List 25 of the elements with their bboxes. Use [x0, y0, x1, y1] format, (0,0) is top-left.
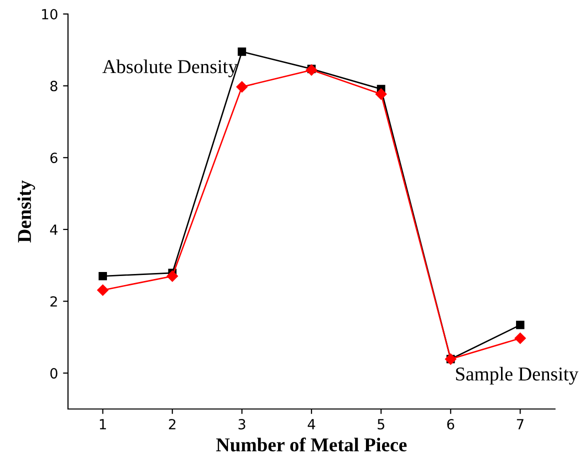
- y-tick-label: 4: [50, 224, 58, 235]
- x-tick-label: 6: [447, 418, 454, 430]
- point: [97, 284, 108, 296]
- point: [375, 88, 387, 100]
- x-tick-label: 4: [308, 419, 316, 430]
- point: [236, 81, 248, 92]
- point: [514, 332, 526, 344]
- x-tick-label: 7: [516, 419, 524, 430]
- x-tick-label: 2: [168, 418, 176, 430]
- y-axis-title: Density: [17, 180, 36, 242]
- x-tick-label: 5: [378, 419, 384, 430]
- y-tick-label: 10: [42, 8, 58, 20]
- point: [238, 48, 246, 56]
- series-label: Sample Density: [456, 366, 578, 385]
- point: [166, 270, 178, 282]
- y-tick-label: 6: [50, 152, 58, 164]
- point: [306, 64, 318, 76]
- y-tick-label: 2: [50, 296, 57, 307]
- x-axis-title: Number of Metal Piece: [216, 438, 407, 452]
- y-tick-label: 8: [50, 80, 58, 92]
- y-tick-label: 0: [50, 368, 58, 379]
- x-tick-label: 3: [238, 418, 246, 430]
- point: [98, 272, 107, 280]
- x-tick-label: 1: [100, 419, 106, 430]
- point: [516, 320, 524, 330]
